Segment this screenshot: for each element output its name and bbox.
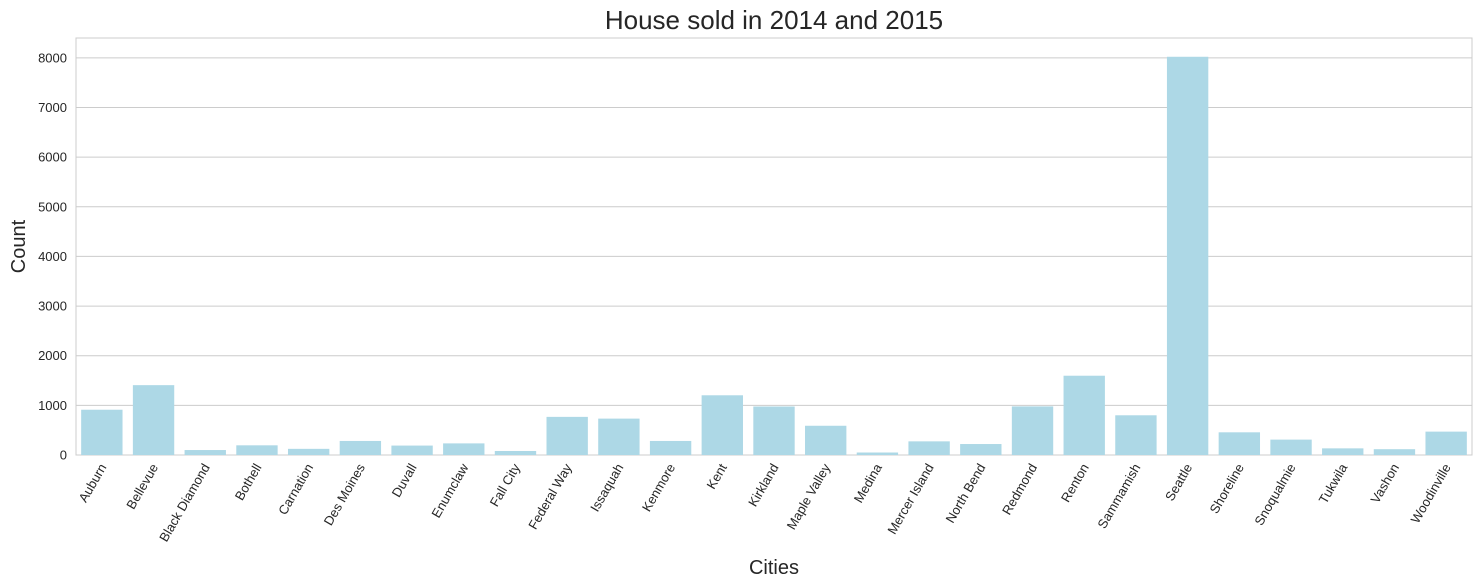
y-tick-label: 3000 [38, 299, 67, 314]
bar-vashon [1373, 449, 1416, 455]
x-tick-label: Redmond [999, 461, 1040, 517]
bar-medina [856, 452, 899, 455]
x-tick-label: Medina [851, 460, 886, 505]
x-tick-label: Bellevue [123, 461, 161, 512]
bar-kenmore [649, 440, 692, 455]
y-tick-label: 6000 [38, 150, 67, 165]
x-tick-label: Kent [704, 461, 731, 492]
x-tick-label: Duvall [389, 461, 420, 500]
bar-north-bend [960, 444, 1002, 455]
x-tick-label: Black Diamond [156, 461, 213, 544]
bars [81, 56, 1467, 455]
x-tick-label: Maple Valley [784, 461, 834, 533]
bar-kent [701, 395, 743, 455]
bar-fall-city [494, 450, 537, 455]
y-tick-label: 0 [60, 448, 67, 463]
bar-federal-way [546, 416, 588, 455]
chart-title: House sold in 2014 and 2015 [605, 5, 943, 35]
bar-auburn [81, 409, 123, 455]
x-tick-label: Renton [1058, 461, 1092, 505]
plot-area-frame [75, 37, 1473, 456]
x-tick-label: Kenmore [639, 461, 678, 514]
bar-shoreline [1218, 432, 1261, 455]
x-tick-label: Des Moines [321, 461, 369, 528]
x-tick-label: Sammamish [1094, 461, 1143, 531]
bar-black-diamond [184, 450, 226, 455]
x-tick-label: Woodinville [1408, 461, 1454, 526]
x-tick-label: Federal Way [525, 461, 575, 532]
y-tick-label: 8000 [38, 50, 67, 65]
bar-issaquah [598, 418, 640, 455]
bar-carnation [287, 448, 330, 455]
x-tick-label: Carnation [275, 461, 316, 517]
bar-redmond [1011, 406, 1054, 455]
y-tick-label: 4000 [38, 249, 67, 264]
bar-bellevue [132, 385, 175, 455]
x-tick-label: Vashon [1367, 461, 1402, 506]
x-tick-label: Snoqualmie [1251, 461, 1298, 528]
bar-mercer-island [908, 441, 950, 455]
bar-maple-valley [805, 425, 847, 455]
bar-duvall [391, 445, 433, 455]
bar-enumclaw [443, 443, 485, 455]
bar-bothell [236, 445, 278, 455]
bar-woodinville [1425, 431, 1467, 455]
bar-renton [1063, 375, 1105, 455]
x-tick-label: Seattle [1162, 461, 1195, 504]
y-tick-label: 1000 [38, 398, 67, 413]
bar-snoqualmie [1270, 439, 1312, 455]
y-tick-label: 2000 [38, 348, 67, 363]
grid-lines [76, 57, 1472, 456]
x-tick-label: Shoreline [1206, 461, 1246, 516]
x-tick-label: North Bend [943, 461, 989, 525]
x-tick-label: Bothell [232, 461, 265, 503]
x-tick-label: Issaquah [587, 461, 626, 514]
bar-des-moines [339, 440, 382, 455]
x-tick-label: Auburn [75, 461, 109, 505]
y-axis-ticks: 0 1000 2000 3000 4000 5000 6000 7000 8000 [38, 50, 67, 462]
x-axis-label: Cities [749, 557, 799, 579]
y-axis-label: Count [8, 219, 30, 273]
x-tick-label: Enumclaw [428, 460, 471, 520]
bar-tukwila [1322, 448, 1364, 455]
x-tick-label: Fall City [487, 461, 524, 510]
x-tick-label: Kirkland [745, 461, 781, 509]
y-tick-label: 7000 [38, 100, 67, 115]
y-tick-label: 5000 [38, 199, 67, 214]
x-tick-label: Mercer Island [884, 461, 936, 537]
bar-seattle [1166, 56, 1209, 455]
bar-sammamish [1115, 415, 1157, 455]
x-tick-label: Tukwila [1316, 460, 1351, 506]
bar-kirkland [753, 406, 795, 455]
